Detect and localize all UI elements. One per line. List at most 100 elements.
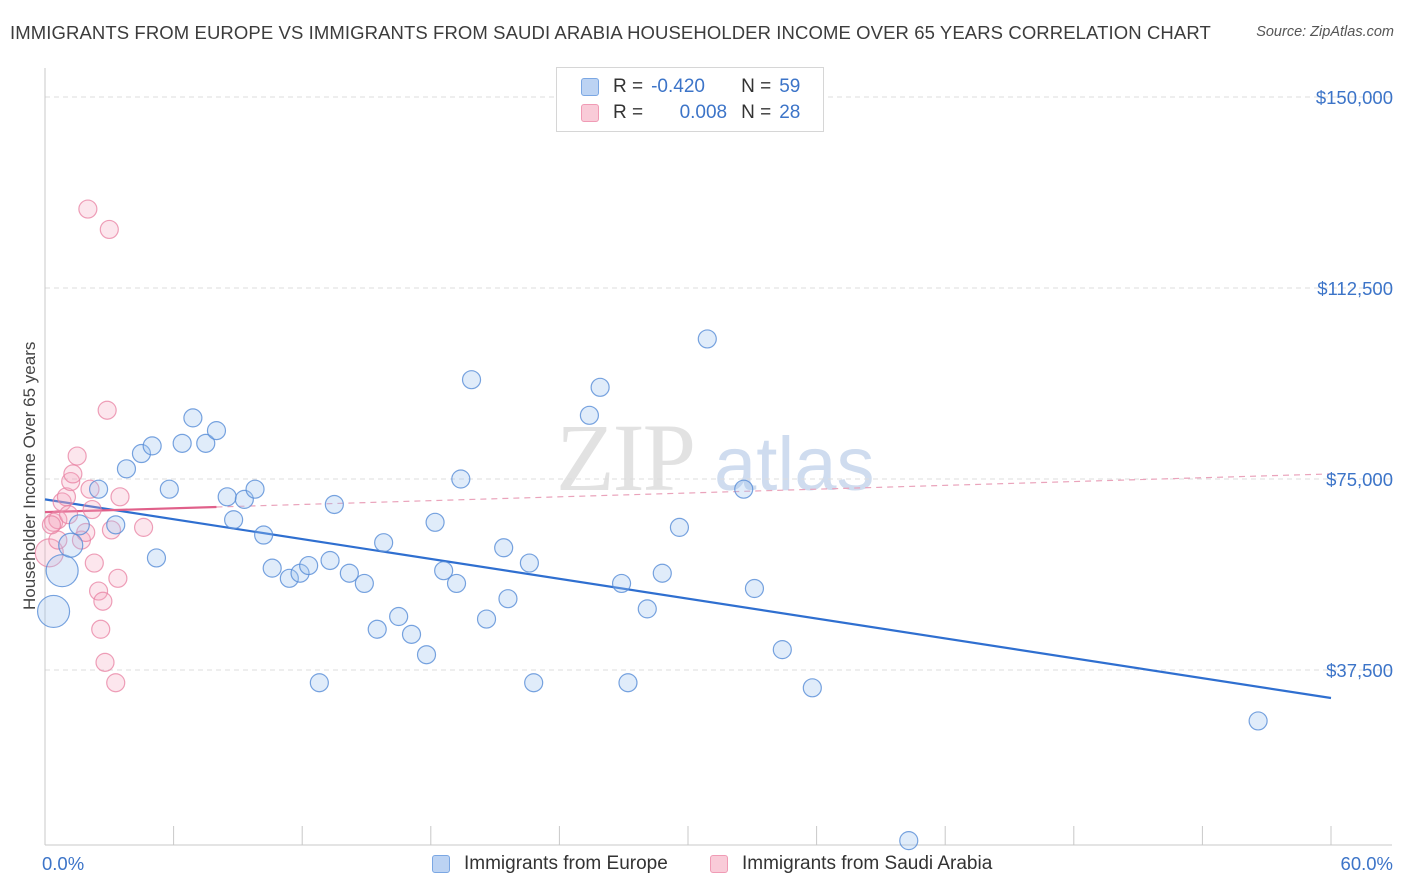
- point-europe: [652, 563, 672, 583]
- axes: [44, 68, 1392, 846]
- y-tick-label: $112,500: [1317, 278, 1393, 299]
- x-tick-label: 60.0%: [1341, 853, 1393, 874]
- trend-line-saudi-extension: [216, 473, 1332, 508]
- point-europe: [324, 494, 344, 515]
- bottom-legend-swatch-europe: [432, 855, 450, 873]
- point-europe: [389, 606, 409, 627]
- point-europe: [45, 554, 79, 588]
- point-saudi: [99, 219, 119, 240]
- legend-n-value-saudi: 28: [779, 102, 801, 123]
- legend-row-europe: R = -0.420 N = 59: [581, 75, 800, 99]
- point-saudi: [67, 446, 87, 466]
- point-europe: [618, 673, 638, 693]
- point-europe: [68, 514, 90, 536]
- point-europe: [401, 624, 422, 644]
- correlation-legend: R = -0.420 N = 59 R = 0.008 N = 28: [556, 67, 824, 132]
- point-europe: [131, 443, 152, 464]
- point-europe: [637, 599, 657, 619]
- point-europe: [697, 329, 717, 349]
- point-europe: [172, 433, 192, 453]
- chart-title: IMMIGRANTS FROM EUROPE VS IMMIGRANTS FRO…: [10, 22, 1211, 43]
- point-europe: [367, 619, 387, 639]
- bottom-legend-label-europe: Immigrants from Europe: [464, 853, 668, 874]
- point-europe: [36, 594, 71, 629]
- bottom-legend-swatch-saudi: [710, 855, 728, 873]
- legend-r-label: R =: [613, 102, 644, 123]
- point-europe: [524, 673, 544, 693]
- legend-n-value-europe: 59: [779, 76, 801, 97]
- point-saudi: [84, 553, 104, 573]
- trend-lines: [44, 473, 1332, 700]
- point-europe: [519, 553, 539, 573]
- point-europe: [461, 370, 482, 390]
- tick-labels: $37,500 $75,000 $112,500 $150,000 0.0% 60.0%: [42, 87, 1393, 874]
- legend-swatch-europe: [581, 78, 599, 96]
- point-europe: [339, 563, 359, 583]
- point-saudi: [88, 581, 109, 601]
- points-europe: [36, 329, 1268, 851]
- bottom-legend-label-saudi: Immigrants from Saudi Arabia: [742, 853, 993, 874]
- point-europe: [772, 640, 792, 660]
- point-saudi: [133, 517, 154, 537]
- point-saudi: [106, 673, 126, 693]
- bottom-legend-europe: Immigrants from Europe: [432, 852, 668, 876]
- point-europe: [1248, 711, 1268, 731]
- point-europe: [669, 517, 690, 537]
- point-europe: [425, 512, 445, 532]
- point-europe: [279, 568, 299, 588]
- point-europe: [579, 405, 600, 425]
- point-europe: [899, 831, 919, 851]
- point-saudi: [91, 619, 111, 639]
- legend-swatch-saudi: [581, 104, 599, 122]
- legend-n-label: N =: [741, 102, 772, 123]
- point-europe: [58, 532, 84, 558]
- point-saudi: [95, 652, 115, 672]
- point-europe: [206, 421, 227, 441]
- point-europe: [146, 548, 167, 568]
- point-europe: [309, 673, 329, 693]
- watermark-atlas: atlas: [714, 422, 875, 507]
- y-tick-label: $150,000: [1316, 87, 1393, 108]
- point-europe: [262, 558, 282, 578]
- legend-r-value-europe: -0.420: [651, 76, 705, 97]
- source-label: Source: ZipAtlas.com: [1256, 24, 1394, 40]
- point-europe: [116, 459, 137, 479]
- legend-r-value-saudi: 0.008: [679, 102, 728, 123]
- point-europe: [590, 377, 610, 397]
- point-saudi: [108, 568, 128, 588]
- legend-n-label: N =: [741, 76, 772, 97]
- y-tick-label: $75,000: [1326, 469, 1393, 490]
- y-axis-label: Householder Income Over 65 years: [20, 341, 39, 610]
- point-saudi: [110, 487, 130, 507]
- point-saudi: [41, 515, 62, 535]
- point-europe: [434, 561, 454, 581]
- point-europe: [224, 510, 244, 530]
- trend-line-saudi: [44, 505, 217, 514]
- y-tick-label: $37,500: [1326, 660, 1393, 681]
- point-europe: [354, 573, 374, 594]
- point-saudi: [82, 499, 102, 520]
- point-europe: [196, 433, 216, 453]
- point-europe: [744, 578, 765, 599]
- point-saudi: [78, 199, 98, 219]
- point-europe: [374, 533, 394, 553]
- point-europe: [451, 469, 471, 489]
- point-europe: [299, 555, 319, 576]
- point-europe: [217, 487, 237, 507]
- point-europe: [254, 525, 274, 545]
- point-europe: [498, 589, 518, 609]
- grid: [45, 96, 1392, 671]
- point-europe: [159, 479, 179, 499]
- point-europe: [183, 408, 203, 428]
- bottom-legend-saudi: Immigrants from Saudi Arabia: [710, 852, 992, 876]
- x-tick-label: 0.0%: [42, 853, 84, 874]
- point-saudi: [61, 471, 81, 492]
- point-europe: [494, 538, 514, 558]
- point-saudi: [93, 591, 113, 611]
- point-saudi: [63, 464, 83, 484]
- point-europe: [88, 479, 109, 499]
- point-europe: [320, 550, 340, 571]
- point-europe: [245, 479, 265, 499]
- point-europe: [142, 436, 162, 456]
